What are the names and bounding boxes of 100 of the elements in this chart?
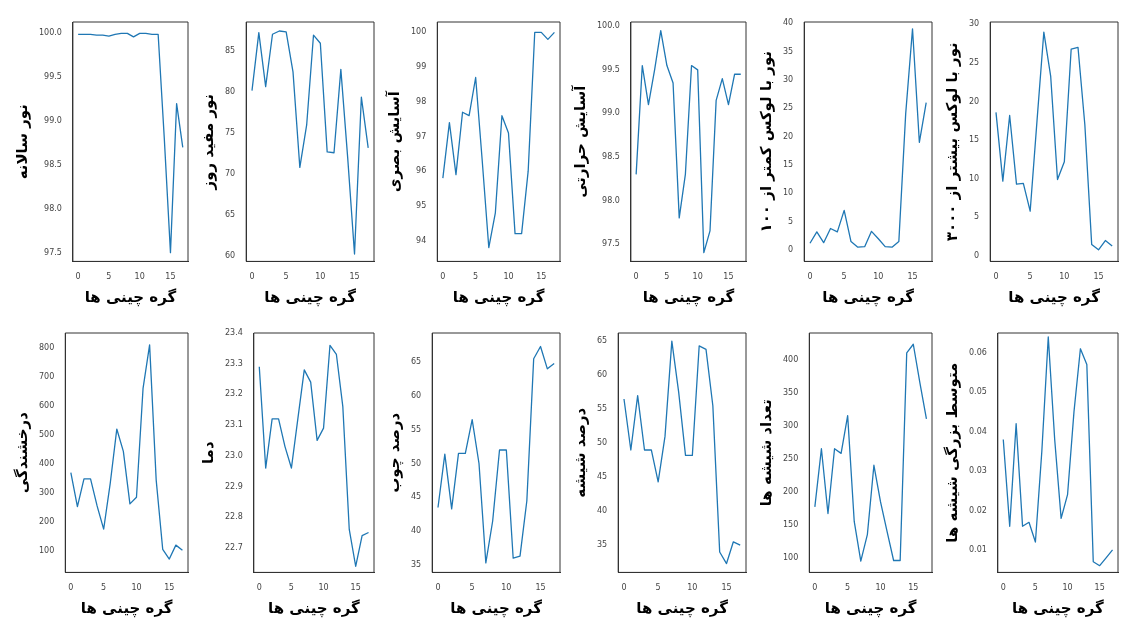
- x-tick-label: 0: [435, 583, 441, 593]
- y-tick-label: 97.5: [44, 247, 62, 257]
- y-tick-label: 200: [782, 486, 799, 496]
- y-tick-label: 10: [782, 188, 794, 198]
- x-axis-title: گره چینی ها: [268, 598, 360, 618]
- y-tick-label: 45: [596, 472, 608, 482]
- y-tick-label: 55: [410, 424, 422, 434]
- y-tick-label: 100.0: [597, 21, 620, 31]
- x-tick-label: 10: [1062, 583, 1073, 593]
- x-tick-label: 10: [692, 272, 703, 282]
- x-axis-title: گره چینی ها: [636, 598, 729, 618]
- x-tick-label: 0: [993, 272, 999, 282]
- x-tick-label: 15: [723, 272, 734, 282]
- x-axis-title: گره چینی ها: [642, 287, 735, 307]
- x-tick-label: 0: [75, 272, 81, 282]
- y-tick-label: 20: [968, 96, 980, 106]
- y-tick-label: 23.4: [225, 328, 243, 338]
- x-tick-label: 0: [621, 583, 627, 593]
- y-tick-label: 350: [782, 387, 799, 397]
- y-axis-title: نور سالانه: [12, 104, 31, 180]
- x-tick-label: 10: [687, 583, 698, 593]
- x-axis-title: گره چینی ها: [822, 287, 915, 307]
- y-tick-label: 98.0: [44, 203, 62, 213]
- x-tick-label: 15: [164, 583, 175, 593]
- y-axis-title: نور با لوکس کمتر از ۱۰۰: [756, 50, 775, 233]
- x-tick-label: 15: [165, 272, 176, 282]
- y-tick-label: 0.03: [969, 466, 987, 476]
- y-tick-label: 250: [782, 453, 799, 463]
- x-tick-label: 5: [664, 272, 670, 282]
- y-tick-label: 50: [410, 458, 422, 468]
- y-tick-label: 65: [224, 209, 236, 219]
- x-axis-title: گره چینی ها: [80, 598, 173, 618]
- y-tick-label: 23.2: [225, 389, 243, 399]
- y-tick-label: 99.5: [44, 72, 62, 82]
- y-tick-label: 23.3: [225, 358, 243, 368]
- x-tick-label: 5: [469, 583, 475, 593]
- y-axis-title: درصد شیشه: [570, 407, 589, 498]
- x-tick-label: 0: [807, 272, 813, 282]
- x-tick-label: 0: [68, 583, 74, 593]
- x-tick-label: 5: [473, 272, 479, 282]
- y-tick-label: 500: [38, 429, 55, 439]
- y-tick-label: 0.04: [969, 426, 987, 436]
- x-tick-label: 15: [349, 272, 360, 282]
- x-tick-label: 5: [106, 272, 112, 282]
- x-axis-title: گره چینی ها: [264, 287, 357, 307]
- y-tick-label: 99: [416, 62, 427, 72]
- y-tick-label: 98.5: [44, 160, 62, 170]
- x-tick-label: 0: [812, 583, 818, 593]
- y-tick-label: 98.5: [602, 152, 620, 162]
- y-tick-label: 5: [974, 212, 980, 222]
- x-tick-label: 5: [1027, 272, 1033, 282]
- x-tick-label: 15: [535, 583, 546, 593]
- x-tick-label: 10: [501, 583, 512, 593]
- x-axis-title: گره چینی ها: [452, 287, 545, 307]
- x-axis-title: گره چینی ها: [1012, 598, 1104, 618]
- y-tick-label: 0.01: [969, 545, 987, 554]
- x-tick-label: 15: [1093, 272, 1104, 282]
- x-tick-label: 10: [131, 583, 142, 593]
- y-tick-label: 22.8: [225, 512, 243, 522]
- x-tick-label: 15: [721, 583, 732, 593]
- y-axis-title: تعداد شیشه ها: [756, 399, 775, 507]
- y-tick-label: 200: [38, 516, 55, 526]
- y-tick-label: 70: [224, 169, 236, 179]
- y-tick-label: 700: [38, 371, 55, 381]
- y-tick-label: 100: [782, 552, 799, 562]
- y-tick-label: 600: [38, 400, 55, 410]
- y-axis-title: دما: [198, 441, 217, 465]
- x-tick-label: 10: [873, 272, 884, 282]
- y-tick-label: 97.5: [602, 239, 620, 249]
- y-tick-label: 0.06: [969, 347, 987, 357]
- y-tick-label: 300: [782, 420, 799, 430]
- x-tick-label: 5: [283, 272, 289, 282]
- y-tick-label: 99.0: [602, 108, 620, 118]
- x-tick-label: 0: [633, 272, 639, 282]
- y-tick-label: 35: [596, 540, 608, 550]
- y-tick-label: 30: [782, 74, 794, 84]
- y-tick-label: 300: [38, 487, 55, 497]
- y-tick-label: 35: [410, 560, 422, 570]
- x-tick-label: 15: [907, 272, 918, 282]
- y-tick-label: 10: [968, 173, 980, 183]
- y-tick-label: 0: [788, 245, 794, 255]
- x-axis-title: گره چینی ها: [450, 598, 543, 618]
- y-tick-label: 15: [782, 160, 794, 170]
- x-axis-title: گره چینی ها: [824, 598, 917, 618]
- x-tick-label: 15: [350, 583, 361, 593]
- y-axis-title: درصد چوب: [384, 412, 404, 493]
- y-tick-label: 150: [782, 519, 799, 529]
- y-tick-label: 100.0: [39, 28, 62, 38]
- x-tick-label: 0: [256, 583, 262, 593]
- x-tick-label: 5: [1032, 583, 1038, 593]
- y-tick-label: 23.1: [225, 420, 243, 430]
- y-tick-label: 60: [410, 390, 422, 400]
- x-tick-label: 0: [1000, 583, 1006, 593]
- y-tick-label: 40: [782, 18, 794, 28]
- x-tick-label: 15: [908, 583, 919, 593]
- y-tick-label: 400: [782, 354, 799, 364]
- y-tick-label: 35: [782, 46, 794, 56]
- x-axis-title: گره چینی ها: [84, 287, 177, 307]
- y-tick-label: 97: [416, 131, 427, 141]
- y-tick-label: 98: [416, 96, 427, 106]
